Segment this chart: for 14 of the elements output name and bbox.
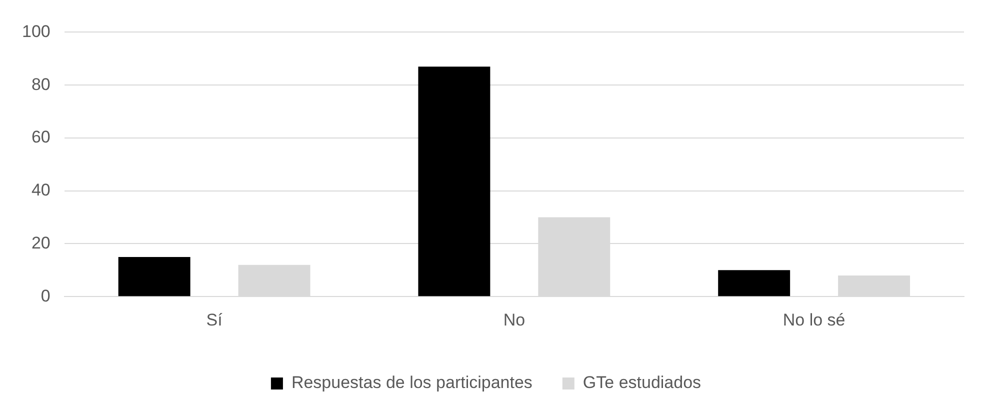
y-tick-label: 0 — [40, 286, 50, 306]
bar — [418, 66, 490, 296]
bar — [718, 270, 790, 296]
x-tick-label: Sí — [206, 310, 223, 330]
x-tick-label: No — [503, 310, 526, 330]
y-tick-label: 20 — [31, 233, 50, 252]
y-tick-label: 40 — [31, 180, 50, 200]
y-tick-label: 100 — [22, 22, 50, 41]
legend-label: GTe estudiados — [582, 373, 702, 392]
bar — [118, 256, 190, 296]
x-tick-label: No lo sé — [782, 310, 846, 330]
y-tick-label: 80 — [31, 74, 50, 94]
y-tick-label: 60 — [31, 128, 50, 147]
legend-label: Respuestas de los participantes — [291, 373, 532, 392]
